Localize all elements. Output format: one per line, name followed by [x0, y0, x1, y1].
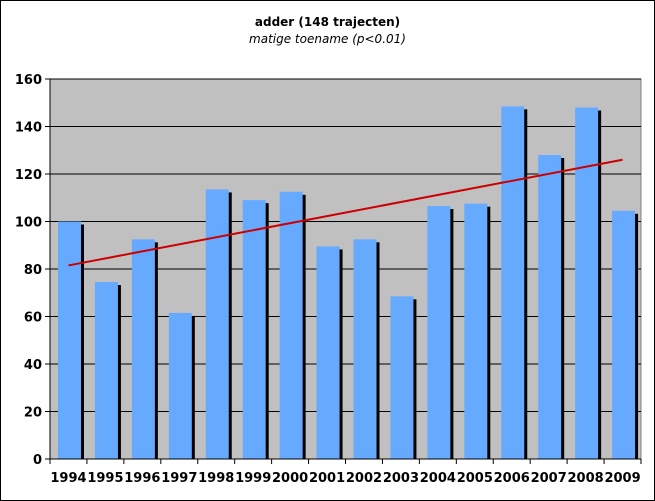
y-tick-label: 120	[15, 168, 42, 183]
y-tick-label: 60	[24, 311, 42, 326]
bar-1995	[94, 282, 118, 459]
x-tick-label: 1999	[235, 471, 271, 486]
trend-line	[68, 158, 623, 267]
x-tick-label: 1994	[50, 471, 86, 486]
bar-2000	[279, 191, 303, 459]
x-tick-label: 2002	[346, 471, 382, 486]
bar-2007	[538, 155, 562, 459]
chart-subtitle: matige toename (p<0.01)	[249, 32, 406, 46]
x-tick-label: 2004	[420, 471, 456, 486]
bar-1998	[205, 189, 229, 459]
x-tick-label: 1995	[87, 471, 123, 486]
x-tick-label: 2000	[272, 471, 308, 486]
y-axis: 0 20 40 60 80 100 120 140 160	[15, 73, 51, 468]
y-tick-label: 100	[15, 216, 42, 231]
chart-title: adder (148 trajecten)	[254, 15, 401, 29]
x-tick-label: 2001	[309, 471, 345, 486]
x-axis: 1994 1995 1996 1997 1998 1999 2000 2001 2002 2003…	[49, 458, 642, 486]
x-tick-label: 1998	[198, 471, 234, 486]
bar-2009	[612, 210, 636, 459]
bar-2002	[353, 239, 377, 459]
y-tick-label: 140	[15, 121, 42, 136]
x-tick-label: 2008	[568, 471, 604, 486]
bar-2005	[464, 203, 488, 459]
bar-2008	[575, 107, 599, 459]
x-tick-label: 2007	[531, 471, 567, 486]
y-tick-label: 40	[24, 358, 42, 373]
x-tick-label: 2006	[494, 471, 530, 486]
bars	[58, 106, 639, 459]
x-tick-label: 1996	[124, 471, 160, 486]
bar-2006	[501, 106, 525, 459]
y-tick-label: 0	[33, 453, 42, 468]
x-tick-label: 2005	[457, 471, 493, 486]
x-tick-label: 1997	[161, 471, 197, 486]
bar-1996	[131, 239, 155, 459]
y-tick-label: 80	[24, 263, 42, 278]
bar-2003	[390, 296, 414, 459]
x-tick-label: 2003	[383, 471, 419, 486]
bar-1997	[168, 312, 192, 459]
bar-1999	[242, 200, 266, 459]
y-tick-label: 20	[24, 406, 42, 421]
bar-2001	[316, 246, 340, 459]
bar-1994	[58, 221, 81, 459]
y-tick-label: 160	[15, 73, 42, 88]
bar-2004	[427, 206, 451, 459]
x-tick-label: 2009	[604, 471, 640, 486]
